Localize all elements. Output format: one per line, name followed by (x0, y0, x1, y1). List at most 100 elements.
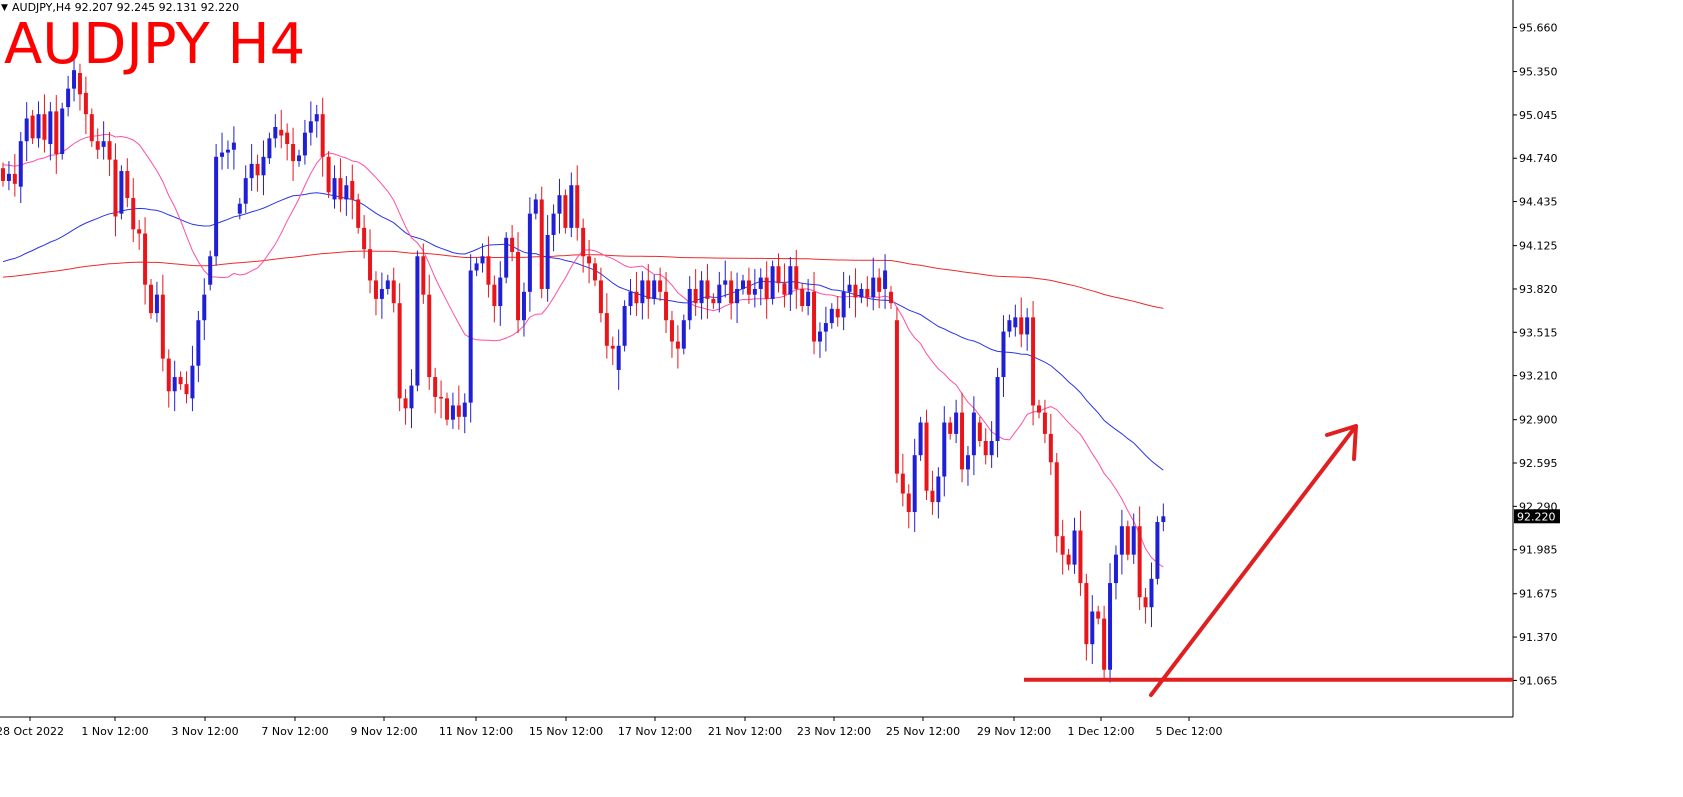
candle-body (468, 270, 473, 403)
x-tick-label: 15 Nov 12:00 (529, 725, 603, 738)
symbol-info: AUDJPY,H4 92.207 92.245 92.131 92.220 (12, 1, 239, 14)
candle-body (160, 294, 165, 359)
candle-body (930, 490, 935, 503)
candle-body (871, 277, 876, 298)
candle-body (356, 199, 361, 228)
candle-body (391, 280, 396, 304)
up-arrow-shaft (1149, 424, 1358, 697)
candle-body (12, 173, 17, 184)
candle-body (865, 288, 870, 298)
candle-body (107, 141, 112, 160)
candle-body (1108, 583, 1113, 670)
candle-body (545, 234, 550, 289)
candle-body (83, 92, 88, 115)
candle-body (1066, 554, 1071, 565)
candle-body (1125, 526, 1130, 555)
candle-body (320, 114, 325, 157)
x-tick-label: 9 Nov 12:00 (350, 725, 417, 738)
candle-body (954, 412, 959, 434)
candle-body (427, 294, 432, 378)
candle-body (551, 213, 556, 235)
candle-body (817, 331, 822, 342)
x-tick-label: 5 Dec 12:00 (1156, 725, 1223, 738)
candle-body (575, 185, 580, 228)
candle-body (338, 178, 343, 200)
chart-title: AUDJPY H4 (4, 12, 305, 77)
x-tick-label: 11 Nov 12:00 (439, 725, 513, 738)
candle-body (906, 493, 911, 513)
candle-body (936, 476, 941, 503)
candle-body (894, 320, 899, 474)
candle-body (587, 256, 592, 264)
candle-body (593, 263, 597, 281)
candle-body (912, 455, 917, 513)
candle-body (983, 440, 988, 456)
candle-body (433, 377, 438, 397)
x-tick-label: 1 Dec 12:00 (1068, 725, 1135, 738)
candle-body (30, 115, 35, 139)
candle-body (273, 126, 278, 139)
candle-body (788, 266, 793, 295)
candle-body (154, 294, 159, 314)
candle-body (1096, 611, 1101, 619)
candle-body (208, 256, 213, 285)
candle-body (1060, 536, 1065, 555)
candle-body (474, 263, 479, 271)
axes: 95.660 95.350 95.045 94.740 94.435 94.125 93.8… (0, 22, 1560, 738)
candle-body (782, 283, 787, 295)
candle-body (610, 345, 615, 349)
candle-body (1001, 331, 1006, 378)
candle-body (533, 199, 538, 214)
candle-body (521, 291, 526, 321)
candle-body (178, 377, 183, 385)
candle-body (202, 294, 207, 321)
candle-body (823, 323, 828, 332)
chart-area[interactable]: 95.660 95.350 95.045 94.740 94.435 94.125 93.8… (0, 0, 1568, 743)
candle-body (326, 156, 331, 193)
candle-body (450, 405, 455, 420)
candle-body (971, 412, 976, 456)
candle-body (800, 288, 805, 307)
candle-body (965, 455, 970, 470)
candle-body (539, 199, 544, 289)
current-price-label: 92.220 (1517, 510, 1556, 523)
candle-body (889, 291, 893, 304)
x-tick-label: 21 Nov 12:00 (708, 725, 782, 738)
candle-body (255, 163, 260, 176)
candle-body (883, 270, 888, 289)
x-tick-label: 1 Nov 12:00 (81, 725, 148, 738)
candle-body (1102, 618, 1107, 670)
candle-body (445, 398, 449, 420)
y-tick-label: 91.370 (1519, 631, 1558, 644)
up-arrow-head-icon (1325, 424, 1358, 461)
candle-body (267, 138, 272, 159)
candle-body (835, 308, 840, 318)
candle-body (711, 298, 716, 304)
candle-body (646, 280, 651, 299)
candle-body (373, 280, 378, 299)
candle-body (196, 320, 201, 366)
candle-body (664, 291, 669, 321)
candle-body (770, 266, 775, 299)
candle-body (1025, 317, 1030, 335)
candle-body (675, 341, 680, 349)
candle-body (243, 178, 248, 204)
menu-triangle-icon[interactable]: ▼ (1, 3, 8, 13)
candle-body (314, 114, 319, 122)
candle-body (220, 152, 225, 157)
y-tick-label: 94.435 (1519, 196, 1558, 209)
x-tick-label: 28 Oct 2022 (0, 725, 64, 738)
candle-body (693, 288, 698, 304)
price-chart[interactable]: 95.660 95.350 95.045 94.740 94.435 94.125 93.8… (0, 0, 1568, 743)
candle-body (1054, 462, 1059, 537)
y-tick-label: 91.985 (1519, 544, 1558, 557)
candle-body (687, 288, 692, 321)
candle-body (285, 132, 290, 145)
candle-body (237, 203, 242, 214)
x-tick-label: 23 Nov 12:00 (797, 725, 871, 738)
candle-body (699, 280, 704, 304)
candle-body (995, 377, 1000, 441)
candle-body (1042, 412, 1047, 434)
candle-body (1031, 317, 1036, 406)
y-tick-label: 91.675 (1519, 588, 1558, 601)
